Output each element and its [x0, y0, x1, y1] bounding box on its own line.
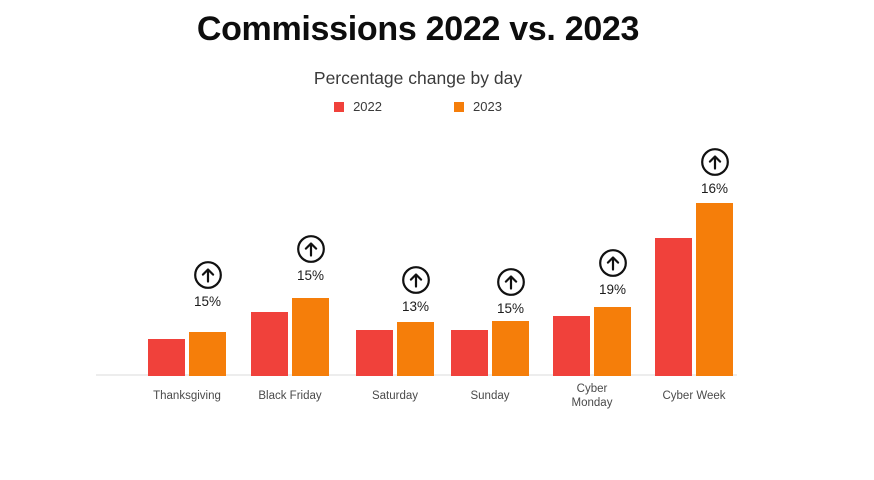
bar-2022-cyber-week [655, 238, 692, 376]
bar-2023-cyber-week [696, 203, 733, 376]
annotation-value: 19% [598, 282, 627, 297]
chart-title: Commissions 2022 vs. 2023 [196, 10, 640, 48]
bar-2023-sunday [492, 321, 529, 376]
bar-2023-thanksgiving [189, 332, 226, 376]
legend-label-2022: 2022 [353, 99, 382, 114]
annotation-value: 15% [296, 268, 325, 283]
legend-swatch-2022-icon [334, 101, 345, 112]
bar-2022-black-friday [251, 312, 288, 376]
bar-2023-cyber-monday [594, 307, 631, 376]
annotation-cyber-monday: 19% [581, 248, 645, 297]
arrow-up-circle-icon [193, 261, 222, 289]
category-label-thanksgiving: Thanksgiving [153, 390, 221, 403]
annotation-sunday: 15% [479, 267, 543, 316]
category-label-sunday: Sunday [470, 390, 510, 403]
arrow-up-circle-icon [401, 266, 430, 294]
annotation-thanksgiving: 15% [176, 260, 240, 309]
chart-subtitle: Percentage change by day [313, 68, 523, 88]
arrow-up-circle-icon [700, 148, 729, 176]
bar-2022-thanksgiving [148, 339, 185, 376]
arrow-up-circle-icon [296, 235, 325, 263]
legend: 2022 2023 [0, 99, 836, 114]
annotation-black-friday: 15% [279, 234, 343, 283]
category-label-black-friday: Black Friday [258, 390, 322, 403]
annotation-saturday: 13% [384, 265, 448, 314]
legend-item-2023: 2023 [454, 99, 502, 114]
annotation-value: 16% [700, 181, 729, 196]
annotation-value: 15% [496, 301, 525, 316]
category-label-saturday: Saturday [371, 390, 419, 403]
bar-2022-sunday [451, 330, 488, 376]
category-label-cyber-monday: Cyber Monday [571, 383, 613, 409]
legend-item-2022: 2022 [334, 99, 382, 114]
annotation-value: 13% [401, 299, 430, 314]
arrow-up-circle-icon [496, 268, 525, 296]
category-label-cyber-week: Cyber Week [662, 390, 726, 403]
bar-2022-cyber-monday [553, 316, 590, 376]
annotation-value: 15% [193, 294, 222, 309]
legend-swatch-2023-icon [454, 101, 464, 112]
annotation-cyber-week: 16% [683, 147, 747, 196]
bar-2022-saturday [356, 330, 393, 376]
legend-label-2023: 2023 [473, 99, 502, 114]
bar-2023-black-friday [292, 298, 329, 376]
arrow-up-circle-icon [598, 249, 627, 277]
bar-2023-saturday [397, 322, 434, 376]
